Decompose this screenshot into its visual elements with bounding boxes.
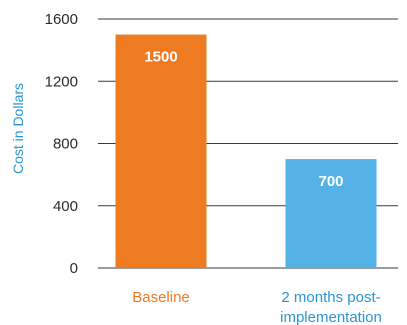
- bar-data-label: 1500: [144, 49, 177, 66]
- y-axis-tick-labels: 0 400 800 1200 1600: [45, 11, 78, 277]
- bar-data-label: 700: [318, 173, 343, 190]
- x-category-label-line: implementation: [280, 309, 382, 325]
- y-tick-label: 800: [53, 136, 78, 153]
- data-labels: 1500 700: [144, 49, 343, 191]
- y-tick-label: 400: [53, 198, 78, 215]
- y-tick-label: 1200: [45, 73, 78, 90]
- bar: [285, 159, 377, 268]
- y-axis-label: Cost in Dollars: [10, 83, 26, 174]
- bars: [115, 34, 377, 268]
- y-tick-label: 0: [70, 260, 78, 277]
- bar: [115, 34, 207, 268]
- x-axis-category-labels: Baseline 2 months post-implementation: [132, 289, 382, 325]
- x-category-label-line: 2 months post-: [281, 289, 380, 306]
- x-category-label-line: Baseline: [132, 289, 190, 306]
- x-category-label: Baseline: [132, 289, 190, 306]
- x-category-label: 2 months post-implementation: [280, 289, 382, 325]
- y-tick-label: 1600: [45, 11, 78, 28]
